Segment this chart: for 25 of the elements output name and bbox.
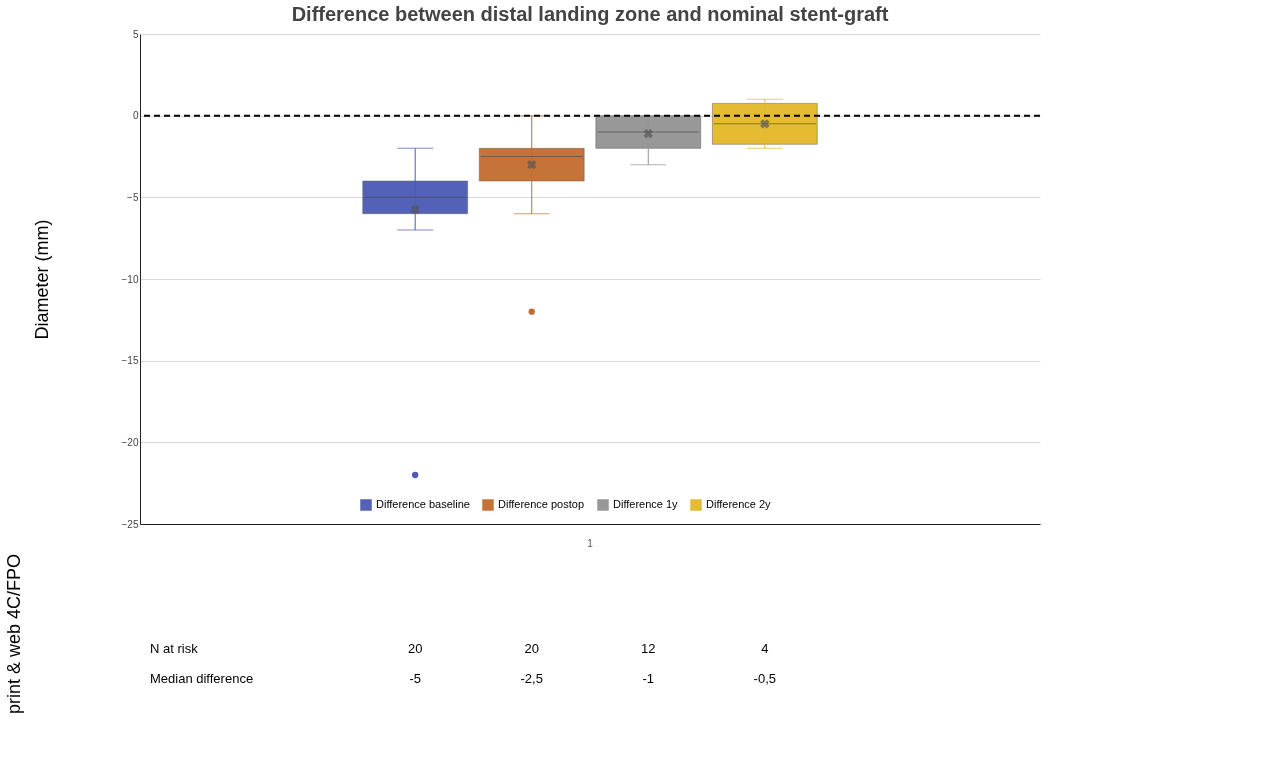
text: 12 (641, 641, 656, 656)
text: Median difference (150, 671, 254, 686)
x-tick-label: 1 (587, 537, 594, 549)
legend-label: Difference baseline (376, 498, 470, 510)
legend-label: Difference postop (498, 498, 585, 510)
text: 20 (407, 641, 423, 656)
text: 4 (761, 641, 769, 656)
y-tick-label: −5 (127, 191, 139, 203)
y-axis-title: Diameter (mm) (31, 219, 52, 340)
y-tick-label: −20 (121, 436, 139, 448)
y-tick-label: 0 (132, 110, 139, 122)
text: -1 (642, 671, 655, 686)
legend-label: Difference 1y (613, 498, 679, 510)
y-tick-label: 5 (132, 28, 139, 40)
text: -5 (409, 671, 421, 686)
text: -2,5 (520, 671, 543, 686)
text: N at risk (150, 641, 199, 656)
chart-title: Difference between distal landing zone and nominal stent-graft (291, 3, 889, 25)
legend-label: Difference 2y (706, 498, 772, 510)
y-tick-label: −10 (121, 273, 139, 285)
y-tick-label: −25 (121, 518, 139, 530)
text: 20 (524, 641, 539, 656)
y-tick-label: −15 (121, 355, 139, 367)
text: print & web 4C/FPO (4, 553, 24, 715)
text: -0,5 (753, 671, 777, 686)
